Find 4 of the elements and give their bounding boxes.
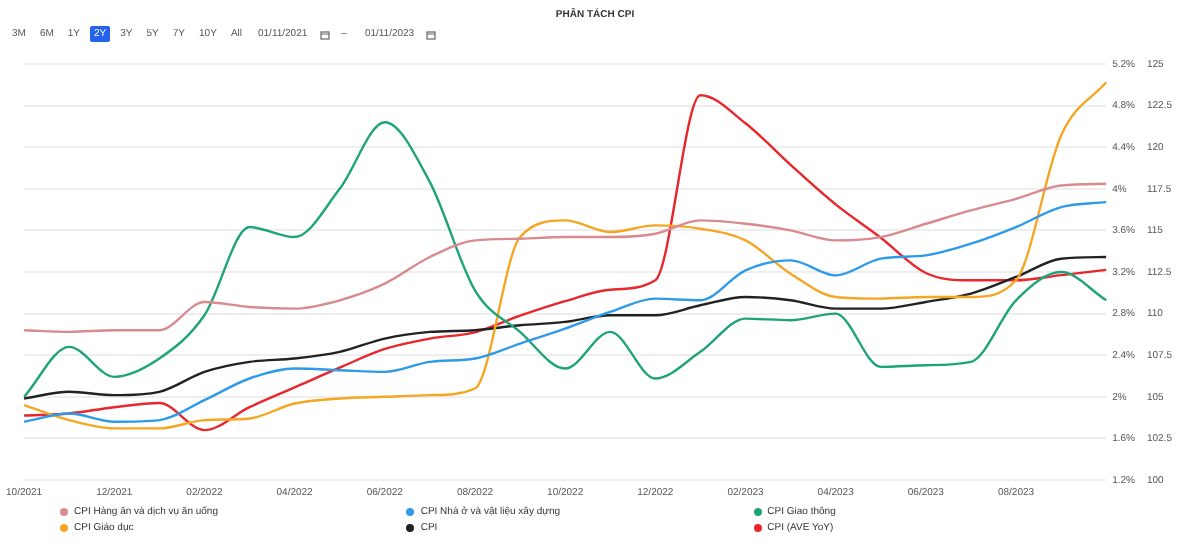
line-series [22,121,1108,398]
line-series [22,255,1108,400]
line-series [22,200,1108,423]
line-series [22,182,1108,334]
